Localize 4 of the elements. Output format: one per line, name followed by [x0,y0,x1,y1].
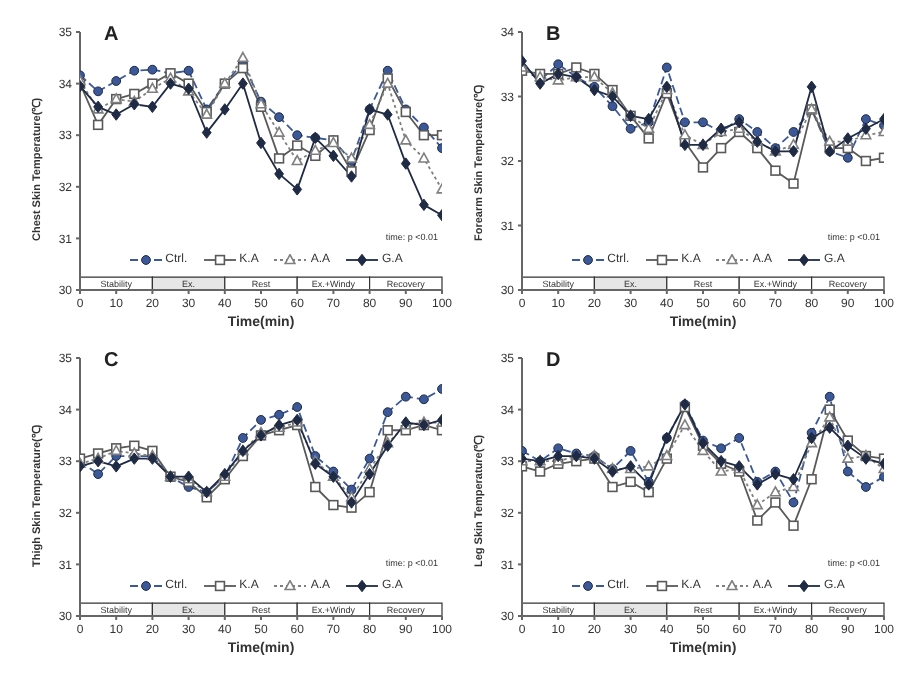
chart-title: D [546,350,561,372]
chart-title: A [104,24,119,46]
chart-title: C [104,350,119,372]
chart-title: B [546,24,561,46]
